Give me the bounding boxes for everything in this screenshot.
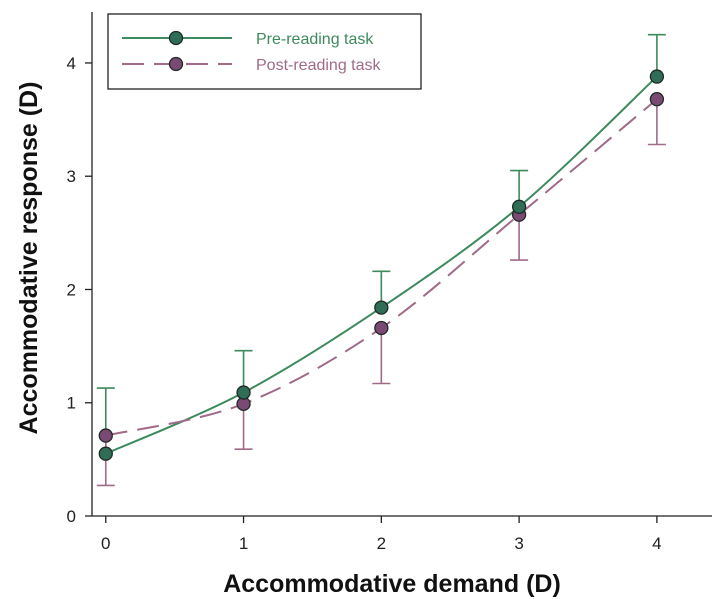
y-tick-label: 1 xyxy=(67,394,76,413)
legend-box xyxy=(107,13,422,90)
markers-pre-reading xyxy=(98,69,665,461)
y-tick-label: 3 xyxy=(67,167,76,186)
x-tick-label: 3 xyxy=(514,534,523,553)
axes: 0 1 2 3 4 0 1 2 3 4 xyxy=(67,12,712,553)
data-point xyxy=(374,300,389,315)
data-point xyxy=(374,320,389,336)
x-axis-title: Accommodative demand (D) xyxy=(223,570,561,598)
x-axis-ticks: 0 1 2 3 4 xyxy=(101,516,662,553)
legend-entry-post-reading: Post-reading task xyxy=(122,56,382,74)
data-point xyxy=(649,92,665,107)
x-tick-label: 2 xyxy=(377,534,386,553)
plot-area xyxy=(96,33,666,487)
x-tick-label: 1 xyxy=(239,534,248,553)
y-tick-label: 4 xyxy=(67,54,76,73)
x-tick-label: 0 xyxy=(101,534,110,553)
x-tick-label: 4 xyxy=(652,534,661,553)
data-point xyxy=(511,199,527,214)
markers-post-reading xyxy=(98,92,665,443)
series-line-pre-reading xyxy=(105,75,658,455)
y-tick-label: 0 xyxy=(67,507,76,526)
legend-entry-pre-reading: Pre-reading task xyxy=(122,30,374,48)
legend-marker-post-reading xyxy=(168,56,184,72)
data-point xyxy=(649,69,665,84)
legend-label-post-reading: Post-reading task xyxy=(256,57,382,74)
series-line-post-reading xyxy=(105,98,658,437)
y-axis-title: Accommodative response (D) xyxy=(15,82,43,435)
y-axis-ticks: 0 1 2 3 4 xyxy=(67,54,92,526)
y-tick-label: 2 xyxy=(67,280,76,299)
legend: Pre-reading task Post-reading task xyxy=(107,13,422,90)
data-point xyxy=(98,446,113,461)
legend-label-pre-reading: Pre-reading task xyxy=(256,31,374,48)
data-point xyxy=(98,428,113,443)
legend-marker-pre-reading xyxy=(168,30,184,46)
data-point xyxy=(236,385,251,400)
error-bars-post-reading xyxy=(96,99,666,487)
error-bars-pre-reading xyxy=(96,33,666,454)
